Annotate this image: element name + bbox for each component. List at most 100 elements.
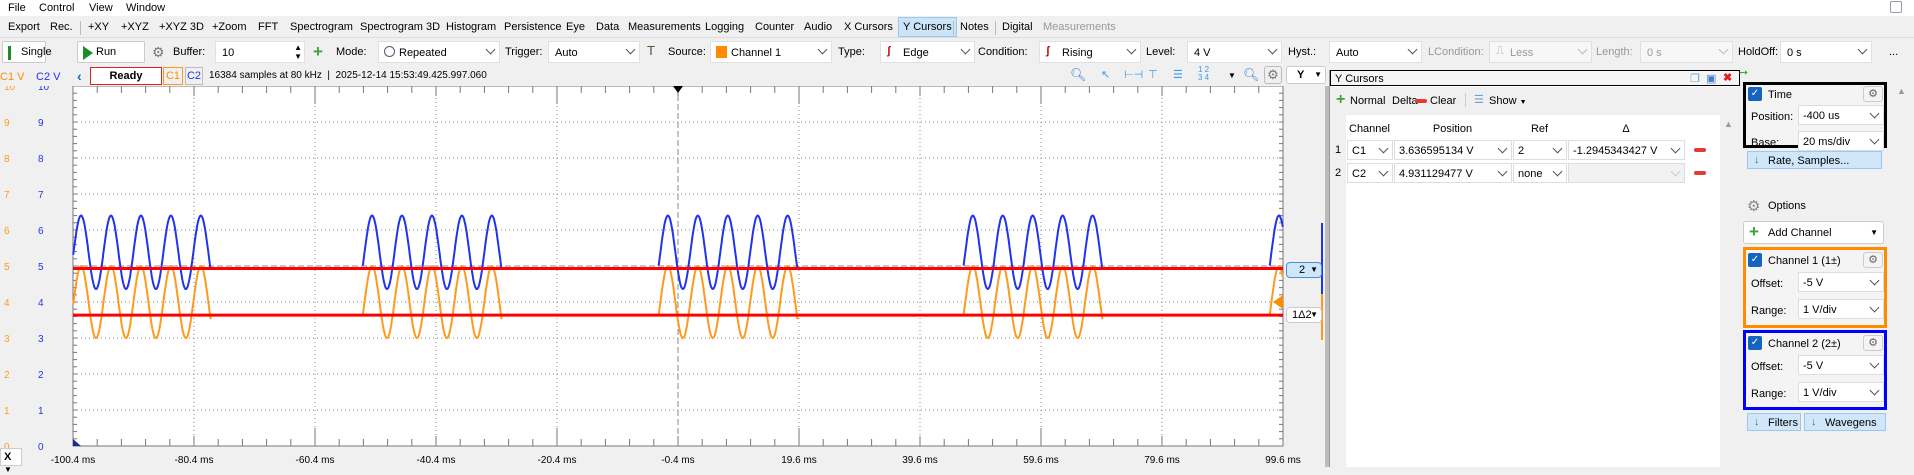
more-options-button[interactable]: ... [1889, 46, 1899, 58]
oscilloscope-plot[interactable]: 0 0 1 1 2 2 3 3 4 4 5 5 6 6 7 7 8 8 9 9 10 10 -100.4 ms -80.4 m… [0, 86, 1328, 467]
splitter[interactable] [1325, 86, 1329, 467]
tab-eye[interactable]: Eye [566, 21, 585, 33]
channel2-checkbox[interactable]: ✓ [1748, 336, 1762, 350]
add-channel-button[interactable]: + Add Channel ▼ [1743, 221, 1884, 244]
tab-xyz[interactable]: +XYZ [121, 21, 149, 33]
cursor-select-icon[interactable]: ↖ [1101, 69, 1111, 81]
add-icon[interactable]: + [313, 42, 323, 61]
type-select[interactable]: ʃ Edge [880, 41, 975, 63]
cursor-position-select[interactable]: 3.636595134 V [1394, 140, 1512, 160]
tab-counter[interactable]: Counter [755, 21, 795, 33]
channel1-offset-select[interactable]: -5 V [1798, 272, 1884, 292]
tab-spectrogram[interactable]: Spectrogram [290, 21, 353, 33]
tab-histogram[interactable]: Histogram [446, 21, 497, 33]
level-select[interactable]: 4 V [1187, 41, 1282, 63]
trigger-select[interactable]: Auto [548, 41, 640, 63]
undock-icon[interactable]: ❐ [1690, 73, 1700, 85]
remove-cursor-button[interactable] [1694, 171, 1706, 175]
dropdown-icon[interactable]: ▼ [1228, 71, 1236, 80]
time-base-select[interactable]: 20 ms/div [1798, 131, 1884, 151]
normal-button[interactable]: Normal [1350, 95, 1386, 107]
wavegens-button[interactable]: ↓ Wavegens [1804, 413, 1886, 431]
menu-control[interactable]: Control [39, 2, 75, 14]
menu-file[interactable]: File [8, 2, 26, 14]
tab-xy[interactable]: +XY [88, 21, 110, 33]
restore-icon[interactable] [1890, 1, 1902, 13]
y-axis-select[interactable]: Y ▼ [1286, 66, 1326, 84]
channel1-checkbox[interactable]: ✓ [1748, 253, 1762, 267]
close-icon[interactable]: ✖ [1723, 72, 1733, 84]
menu-view[interactable]: View [89, 2, 113, 14]
cursor-ref-select[interactable]: none [1513, 163, 1567, 183]
tab-logging[interactable]: Logging [705, 21, 745, 33]
maximize-icon[interactable]: ▣ [1706, 73, 1717, 85]
run-button[interactable]: Run [77, 41, 145, 63]
c1-y-tick-label: 8 [4, 154, 10, 165]
collapse-arrow-icon[interactable]: ➙ [1739, 67, 1749, 79]
cursor-tag-1[interactable]: 1Δ2 ▼ [1286, 307, 1322, 323]
holdoff-select[interactable]: 0 s [1780, 41, 1872, 63]
channel2-gear-icon[interactable]: ⚙ [1863, 335, 1883, 351]
channel2-offset-select[interactable]: -5 V [1798, 355, 1884, 375]
filters-button[interactable]: ↓ Filters [1747, 413, 1801, 431]
rate-samples-button[interactable]: ↓ Rate, Samples... [1747, 151, 1882, 169]
tab-audio[interactable]: Audio [804, 21, 833, 33]
time-position-select[interactable]: -400 us [1798, 105, 1884, 125]
show-button[interactable]: Show ▼ [1489, 95, 1527, 107]
cursor-position-select[interactable]: 4.931129477 V [1394, 163, 1512, 183]
tab-persistence[interactable]: Persistence [504, 21, 562, 33]
hammer-icon[interactable]: T [647, 43, 655, 58]
tab-notes[interactable]: Notes [960, 21, 989, 33]
tab-fft[interactable]: FFT [258, 21, 279, 33]
chevron-left-icon[interactable]: ‹ [77, 68, 82, 84]
cursor-tag-2[interactable]: 2 ▼ [1286, 262, 1322, 278]
tab-spectrogram-3d[interactable]: Spectrogram 3D [360, 21, 441, 33]
single-button[interactable]: Single [2, 41, 52, 63]
channel2-range-select[interactable]: 1 V/div [1798, 382, 1884, 402]
channel1-range-select[interactable]: 1 V/div [1798, 299, 1884, 319]
c2-toggle[interactable]: C2 [185, 67, 203, 85]
menu-window[interactable]: Window [126, 2, 166, 14]
options-button[interactable]: Options [1768, 200, 1806, 212]
condition-select[interactable]: ʃ Rising [1039, 41, 1141, 63]
align-icon[interactable]: ☰ [1173, 69, 1183, 81]
time-gear-icon[interactable]: ⚙ [1863, 86, 1883, 102]
mode-select[interactable]: Repeated [378, 41, 500, 63]
cursor-delta-select[interactable]: -1.2945343427 V [1568, 140, 1685, 160]
tab-export[interactable]: Export [8, 21, 40, 33]
x-tick-label: 79.6 ms [1144, 455, 1180, 466]
tab-measurements[interactable]: Measurements [628, 21, 701, 33]
time-checkbox[interactable]: ✓ [1748, 87, 1762, 101]
y-measure-icon[interactable]: ⊤ [1148, 69, 1158, 81]
remove-cursor-button[interactable] [1694, 148, 1706, 152]
c1-toggle[interactable]: C1 [163, 67, 183, 85]
zoom-reset-icon[interactable]: 🔍︎ [1243, 67, 1260, 82]
clear-button[interactable]: Clear [1430, 95, 1457, 107]
x-measure-icon[interactable]: ⊢⊣ [1124, 69, 1144, 81]
cursor-channel-select[interactable]: C2 [1347, 163, 1393, 183]
plot-gear-icon[interactable]: ⚙ [1264, 66, 1282, 84]
tab-digital[interactable]: Digital [1002, 21, 1033, 33]
source-select[interactable]: Channel 1 [710, 41, 832, 63]
table-scrollbar[interactable]: ▲ [1720, 115, 1739, 467]
gear-icon[interactable]: ⚙ [152, 44, 165, 60]
settings-scrollbar[interactable]: ▲ [1889, 84, 1914, 467]
tab-data[interactable]: Data [596, 21, 620, 33]
tab-zoom[interactable]: +Zoom [212, 21, 247, 33]
tab-rec[interactable]: Rec. [50, 21, 73, 33]
x-axis-select[interactable]: X ▼ [0, 448, 22, 474]
delta-button[interactable]: Delta [1392, 95, 1418, 107]
time-section: ✓ Time ⚙ Position: -400 us Base: 20 ms/d… [1743, 82, 1887, 151]
zoom-icon[interactable]: 🔍︎ [1070, 67, 1087, 82]
buffer-input[interactable]: 10 ▲ ▼ [215, 41, 305, 63]
cursor-ref-select[interactable]: 2 [1513, 140, 1567, 160]
channel1-gear-icon[interactable]: ⚙ [1863, 252, 1883, 268]
cursor-channel-select[interactable]: C1 [1347, 140, 1393, 160]
tab-x-cursors[interactable]: X Cursors [844, 21, 893, 33]
channel2-title: Channel 2 (2±) [1768, 338, 1841, 350]
tab-xyz-3d[interactable]: +XYZ 3D [159, 21, 204, 33]
tab-y-cursors[interactable]: Y Cursors [898, 17, 957, 37]
spinner-icon[interactable]: ▲ ▼ [294, 43, 302, 61]
hyst-select[interactable]: Auto [1329, 41, 1422, 63]
